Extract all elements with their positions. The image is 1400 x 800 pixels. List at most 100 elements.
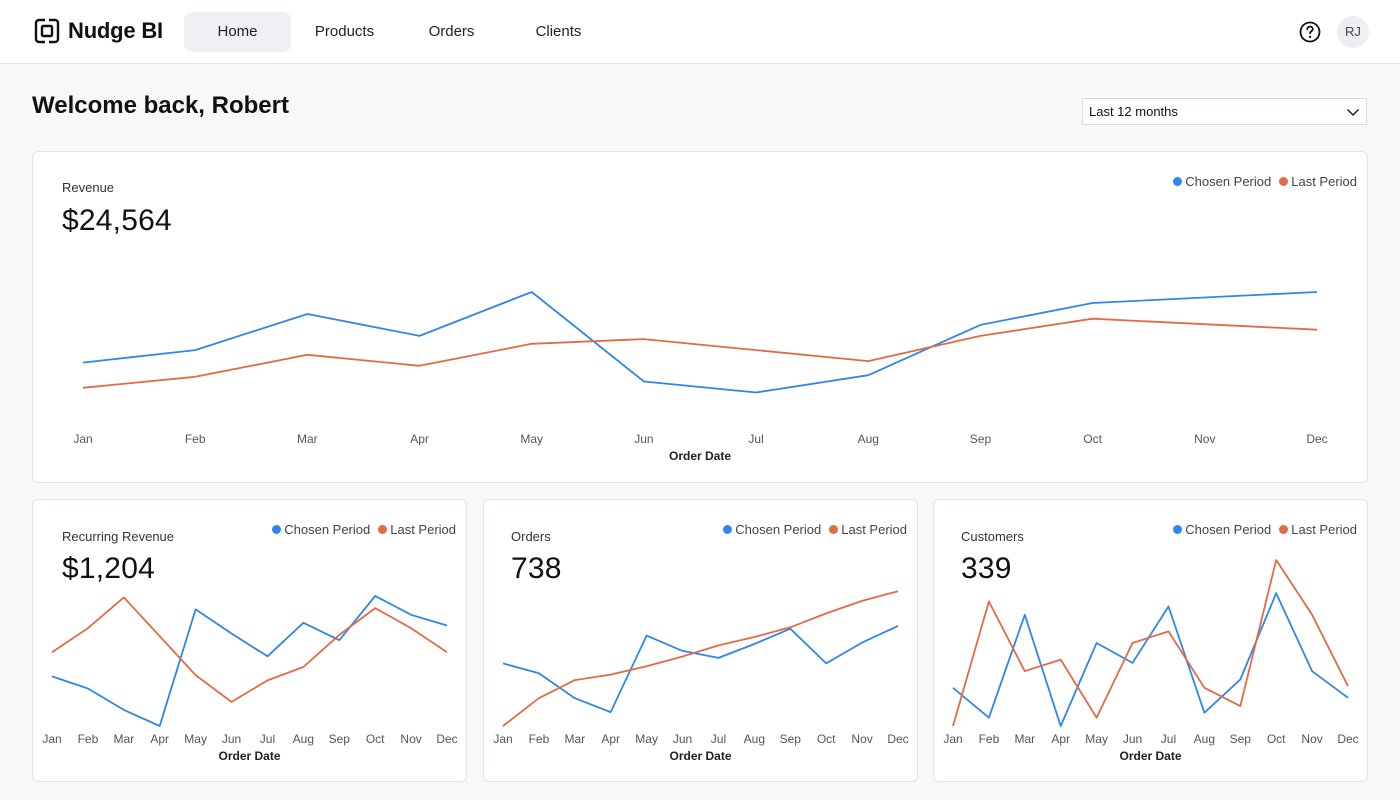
legend-item-chosen[interactable]: Chosen Period bbox=[272, 522, 370, 537]
x-tick-label: Jun bbox=[634, 432, 653, 446]
customers-chart: Jan Feb Mar Apr May Jun Jul Aug Sep Oct Nov Dec Orde… bbox=[943, 559, 1359, 763]
x-tick-label: Feb bbox=[979, 732, 1000, 746]
legend-dot-chosen bbox=[723, 525, 733, 534]
brand[interactable]: Nudge BI bbox=[34, 18, 163, 44]
x-tick-label: Dec bbox=[887, 732, 908, 746]
chart-legend: Chosen Period Last Period bbox=[1173, 522, 1357, 537]
series-line-chosen-period bbox=[502, 625, 899, 714]
orders-chart: Jan Feb Mar Apr May Jun Jul Aug Sep Oct Nov Dec Orde… bbox=[493, 590, 909, 763]
legend-dot-last bbox=[829, 525, 839, 534]
x-tick-label: Jul bbox=[748, 432, 763, 446]
legend-item-last[interactable]: Last Period bbox=[1279, 174, 1357, 189]
x-tick-label: Jul bbox=[1161, 732, 1176, 746]
card-title: Orders bbox=[511, 529, 551, 544]
brand-name: Nudge BI bbox=[68, 18, 163, 43]
x-tick-label: Aug bbox=[858, 432, 879, 446]
series-line-last-period bbox=[82, 317, 1318, 389]
card-value: $24,564 bbox=[62, 204, 172, 237]
x-tick-label: Mar bbox=[113, 732, 134, 746]
x-tick-label: Nov bbox=[1301, 732, 1322, 746]
legend-dot-chosen bbox=[272, 525, 282, 534]
x-tick-label: Nov bbox=[851, 732, 872, 746]
series-line-chosen-period bbox=[952, 592, 1349, 727]
legend-item-chosen[interactable]: Chosen Period bbox=[1173, 522, 1271, 537]
chevron-down-icon bbox=[1346, 108, 1360, 117]
x-tick-label: Sep bbox=[1230, 732, 1252, 746]
chart-legend: Chosen Period Last Period bbox=[272, 522, 456, 537]
x-tick-label: Jan bbox=[42, 732, 61, 746]
card-title: Customers bbox=[961, 529, 1024, 544]
legend-item-chosen[interactable]: Chosen Period bbox=[723, 522, 821, 537]
x-tick-label: Jan bbox=[493, 732, 512, 746]
x-tick-label: Jun bbox=[673, 732, 692, 746]
legend-label: Last Period bbox=[1291, 522, 1357, 537]
nav-item-orders[interactable]: Orders bbox=[428, 23, 475, 40]
x-tick-label: Apr bbox=[1051, 732, 1070, 746]
x-tick-label: Oct bbox=[366, 732, 385, 746]
nav-item-clients[interactable]: Clients bbox=[535, 23, 582, 40]
x-tick-label: Dec bbox=[436, 732, 457, 746]
legend-dot-chosen bbox=[1173, 177, 1183, 186]
x-tick-label: May bbox=[635, 732, 658, 746]
legend-label: Last Period bbox=[841, 522, 907, 537]
x-tick-label: Jan bbox=[943, 732, 962, 746]
x-tick-label: Sep bbox=[329, 732, 351, 746]
card-value: $1,204 bbox=[62, 552, 155, 585]
x-tick-label: Oct bbox=[1267, 732, 1286, 746]
series-line-last-period bbox=[952, 559, 1349, 727]
x-axis-title: Order Date bbox=[669, 749, 731, 763]
x-axis-title: Order Date bbox=[218, 749, 280, 763]
legend-item-last[interactable]: Last Period bbox=[1279, 522, 1357, 537]
x-tick-label: Dec bbox=[1337, 732, 1358, 746]
x-axis-title: Order Date bbox=[669, 449, 731, 463]
x-tick-label: Feb bbox=[185, 432, 206, 446]
x-tick-label: Dec bbox=[1306, 432, 1327, 446]
recurring-revenue-card: Recurring Revenue $1,204 Chosen Period L… bbox=[32, 499, 467, 782]
x-tick-label: May bbox=[184, 732, 207, 746]
period-select-value: Last 12 months bbox=[1089, 104, 1178, 119]
x-tick-label: Sep bbox=[780, 732, 802, 746]
nudge-logo-icon bbox=[34, 18, 60, 44]
main-nav: Home Products Orders Clients bbox=[184, 12, 612, 52]
legend-item-chosen[interactable]: Chosen Period bbox=[1173, 174, 1271, 189]
legend-label: Chosen Period bbox=[284, 522, 371, 537]
x-tick-label: Apr bbox=[410, 432, 429, 446]
x-tick-label: Nov bbox=[400, 732, 421, 746]
x-tick-label: Mar bbox=[297, 432, 318, 446]
legend-label: Chosen Period bbox=[735, 522, 822, 537]
legend-item-last[interactable]: Last Period bbox=[378, 522, 456, 537]
legend-item-last[interactable]: Last Period bbox=[829, 522, 907, 537]
series-line-chosen-period bbox=[82, 291, 1318, 394]
legend-dot-last bbox=[1279, 177, 1289, 186]
nav-item-home[interactable]: Home bbox=[184, 12, 291, 52]
period-select[interactable]: Last 12 months bbox=[1082, 98, 1367, 125]
x-tick-label: Apr bbox=[601, 732, 620, 746]
page-title: Welcome back, Robert bbox=[32, 92, 289, 119]
x-tick-label: Mar bbox=[1014, 732, 1035, 746]
x-tick-label: Mar bbox=[564, 732, 585, 746]
x-tick-label: Jun bbox=[222, 732, 241, 746]
x-tick-label: Jul bbox=[260, 732, 275, 746]
legend-label: Last Period bbox=[390, 522, 456, 537]
question-circle-icon[interactable] bbox=[1298, 20, 1322, 44]
recurring-revenue-chart: Jan Feb Mar Apr May Jun Jul Aug Sep Oct Nov Dec Orde… bbox=[42, 595, 458, 763]
x-tick-label: Aug bbox=[293, 732, 314, 746]
x-tick-label: May bbox=[520, 432, 543, 446]
revenue-card: Revenue $24,564 Chosen Period Last Perio… bbox=[32, 151, 1368, 483]
x-axis-title: Order Date bbox=[1119, 749, 1181, 763]
chart-legend: Chosen Period Last Period bbox=[1173, 174, 1357, 189]
legend-label: Last Period bbox=[1291, 174, 1357, 189]
chart-legend: Chosen Period Last Period bbox=[723, 522, 907, 537]
top-navbar: Nudge BI Home Products Orders Clients RJ bbox=[0, 0, 1400, 64]
avatar[interactable]: RJ bbox=[1337, 16, 1369, 48]
x-tick-label: Nov bbox=[1194, 432, 1215, 446]
legend-label: Chosen Period bbox=[1185, 522, 1272, 537]
card-title: Recurring Revenue bbox=[62, 529, 175, 544]
revenue-chart: Jan Feb Mar Apr May Jun Jul Aug Sep Oct Nov Dec Orde… bbox=[73, 291, 1328, 463]
x-tick-label: Apr bbox=[150, 732, 169, 746]
x-tick-label: Aug bbox=[1194, 732, 1215, 746]
series-line-last-period bbox=[51, 596, 448, 703]
card-value: 738 bbox=[511, 552, 562, 585]
legend-dot-chosen bbox=[1173, 525, 1183, 534]
nav-item-products[interactable]: Products bbox=[314, 23, 375, 40]
